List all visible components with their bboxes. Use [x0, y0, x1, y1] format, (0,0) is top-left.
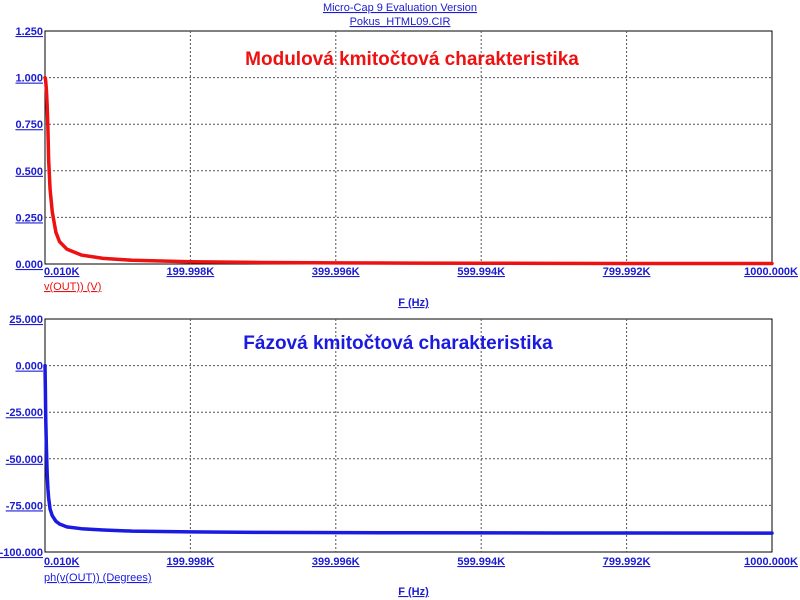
x-tick-label: 599.994K	[457, 556, 505, 568]
x-axis-label: F (Hz)	[398, 586, 429, 598]
y-tick-label: -100.000	[0, 547, 43, 559]
series-legend-label[interactable]: v(OUT)) (V)	[44, 281, 101, 293]
y-tick-label: 0.500	[15, 166, 43, 178]
x-tick-label: 399.996K	[312, 266, 360, 278]
x-tick-label: 1000.000K	[744, 266, 798, 278]
y-tick-label: 0.750	[15, 119, 43, 131]
plot-annotation: Modulová kmitočtová charakteristika	[245, 49, 579, 70]
x-axis-label: F (Hz)	[398, 297, 429, 309]
app-title: Micro-Cap 9 Evaluation Version	[323, 2, 477, 14]
phase-plot[interactable]: 25.000 0.000 -25.000 -50.000 -75.000 -100.000…	[0, 314, 798, 598]
circuit-file-name: Pokus_HTML09.CIR	[350, 16, 451, 28]
series-line[interactable]	[43, 75, 774, 266]
y-tick-label: 0.250	[15, 212, 43, 224]
x-tick-label: 399.996K	[312, 556, 360, 568]
y-tick-label: -75.000	[6, 500, 43, 512]
x-tick-label: 799.992K	[603, 266, 651, 278]
x-tick-label: 599.994K	[457, 266, 505, 278]
y-tick-label: 1.000	[15, 73, 43, 85]
series-legend-label[interactable]: ph(v(OUT)) (Degrees)	[44, 572, 152, 584]
x-tick-label: 0.010K	[44, 556, 80, 568]
x-tick-label: 199.998K	[167, 556, 215, 568]
y-tick-label: 1.250	[15, 26, 43, 38]
y-tick-label: 0.000	[15, 259, 43, 271]
series-line[interactable]	[43, 363, 774, 535]
y-tick-label: 0.000	[15, 361, 43, 373]
y-tick-label: -25.000	[6, 407, 43, 419]
x-tick-label: 799.992K	[603, 556, 651, 568]
y-tick-label: -50.000	[6, 454, 43, 466]
plot-annotation: Fázová kmitočtová charakteristika	[243, 333, 553, 354]
y-tick-label: 25.000	[9, 314, 43, 326]
x-tick-label: 1000.000K	[744, 556, 798, 568]
x-tick-label: 199.998K	[167, 266, 215, 278]
x-tick-label: 0.010K	[44, 266, 80, 278]
